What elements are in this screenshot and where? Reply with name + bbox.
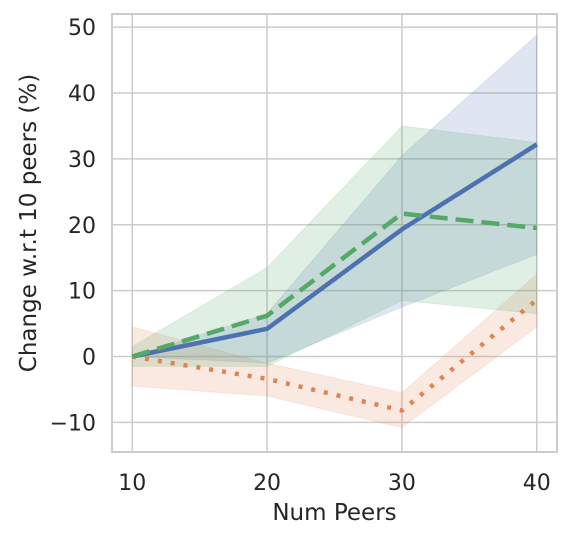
series-2-confidence-band — [131, 273, 538, 429]
series-2-line — [131, 298, 539, 413]
x-tick-labels: 10 20 30 40 — [118, 471, 551, 496]
series-3-confidence-band — [131, 125, 538, 367]
x-tick-label: 30 — [388, 471, 416, 496]
x-tick-label: 40 — [523, 471, 551, 496]
series-3-line — [131, 211, 538, 359]
y-axis-title: Change w.r.t 10 peers (%) — [16, 74, 42, 372]
y-tick-label: −10 — [50, 411, 96, 436]
y-tick-label: 0 — [82, 345, 96, 370]
y-tick-label: 20 — [68, 214, 96, 239]
x-axis-title: Num Peers — [272, 500, 396, 526]
y-tick-label: 50 — [68, 16, 96, 41]
y-tick-label: 40 — [68, 82, 96, 107]
line-layer — [131, 142, 539, 413]
plot-frame — [111, 13, 558, 453]
x-tick-label: 20 — [253, 471, 281, 496]
y-tick-labels: −10 0 10 20 30 40 50 — [50, 16, 96, 436]
band-layer — [131, 33, 538, 429]
series-1-line — [131, 142, 538, 359]
y-tick-label: 10 — [68, 280, 96, 305]
grid-layer — [112, 14, 557, 452]
x-tick-label: 10 — [118, 471, 146, 496]
y-tick-label: 30 — [68, 148, 96, 173]
